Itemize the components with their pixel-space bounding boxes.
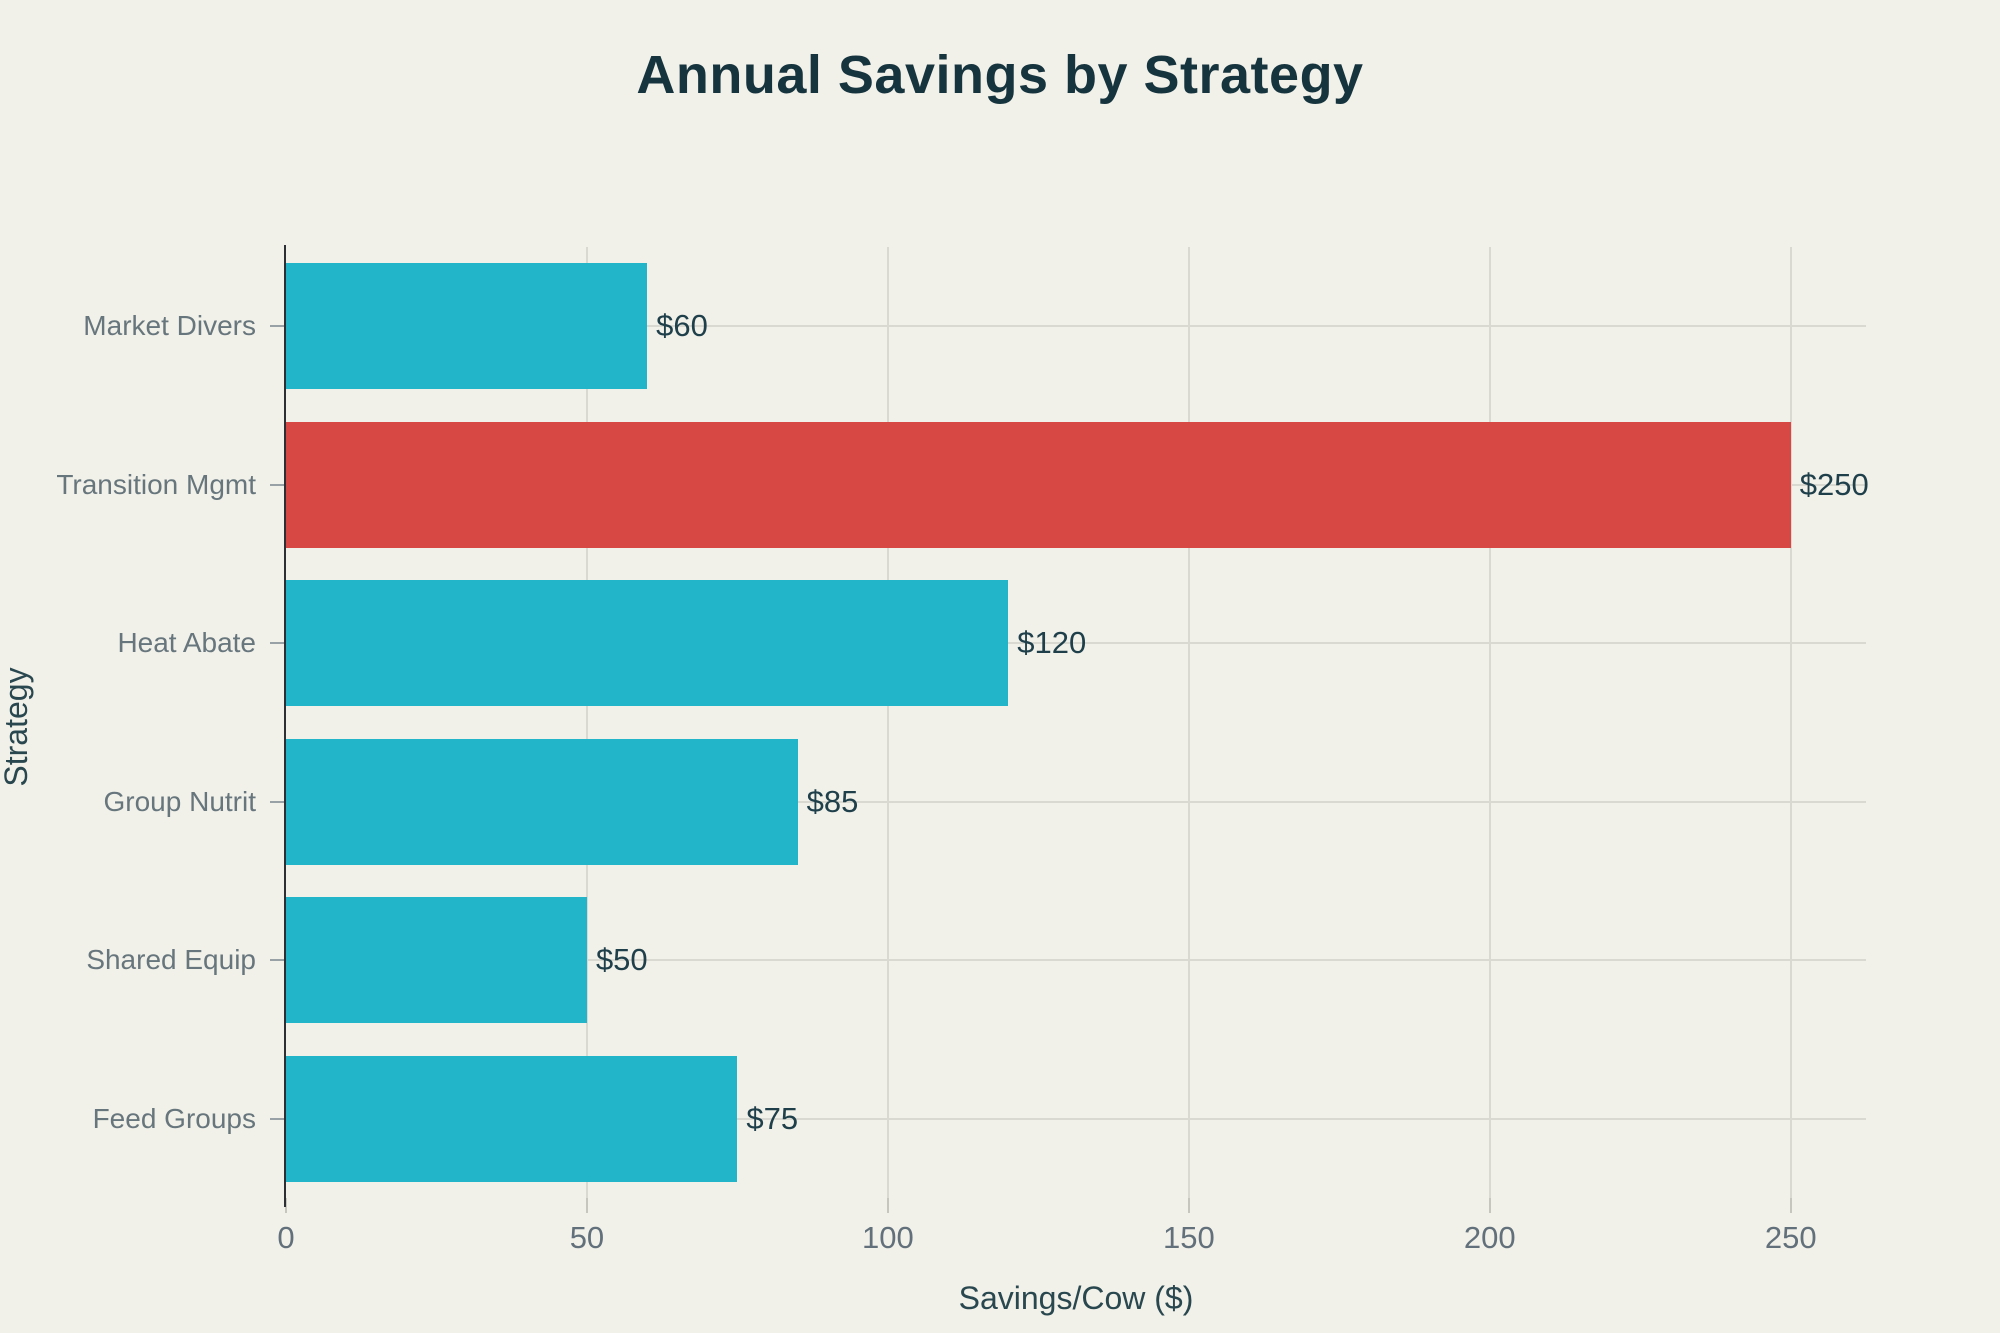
value-label: $50	[595, 942, 648, 978]
bar	[286, 1055, 738, 1182]
x-axis-title: Savings/Cow ($)	[958, 1280, 1194, 1316]
gridline-v	[1789, 247, 1792, 1198]
gridline-v	[1488, 247, 1491, 1198]
x-tick-label: 0	[277, 1220, 295, 1255]
value-label: $250	[1799, 466, 1869, 502]
gridline-h	[286, 642, 1866, 645]
y-tick	[270, 1117, 284, 1120]
bar-row: Shared Equip $50	[86, 881, 1866, 1040]
x-tick-label: 100	[862, 1220, 914, 1255]
gridline-h	[286, 325, 1866, 328]
category-label: Group Nutrit	[103, 785, 257, 817]
gridline-v	[585, 247, 588, 1198]
y-axis-line	[284, 245, 286, 1207]
gridline-h	[286, 1117, 1866, 1120]
gridline-h	[286, 800, 1866, 803]
bar	[286, 738, 798, 865]
category-label: Transition Mgmt	[56, 468, 256, 500]
category-label: Feed Groups	[92, 1102, 256, 1134]
bar	[286, 580, 1009, 707]
y-tick	[270, 642, 284, 645]
x-tick	[886, 1198, 889, 1213]
gridline-v	[886, 247, 889, 1198]
y-tick	[270, 959, 284, 962]
bar	[286, 263, 648, 390]
gridline-v	[1187, 247, 1190, 1198]
bar-row: Group Nutrit $85	[104, 723, 1866, 882]
x-tick	[1789, 1198, 1792, 1213]
value-label: $75	[746, 1100, 799, 1136]
bar-row: Transition Mgmt $250	[56, 406, 1869, 565]
gridline-h	[286, 959, 1866, 962]
x-tick	[1488, 1198, 1491, 1213]
plot-area: Market Divers $60 Transition Mgmt $250 Heat …	[56, 247, 1869, 1199]
category-label: Heat Abate	[117, 627, 256, 659]
bar-row: Feed Groups $75	[93, 1040, 1866, 1199]
bar	[286, 421, 1791, 548]
x-tick-label: 150	[1162, 1220, 1215, 1255]
chart-title: Annual Savings by Strategy	[636, 45, 1364, 105]
y-axis-title: Strategy	[0, 667, 34, 787]
x-tick	[285, 1198, 287, 1213]
x-tick-label: 50	[569, 1220, 605, 1255]
x-tick-label: 200	[1463, 1220, 1516, 1255]
y-tick	[270, 800, 284, 803]
bar	[286, 897, 587, 1024]
category-label: Shared Equip	[86, 944, 256, 976]
category-label: Market Divers	[83, 310, 256, 342]
x-tick-label: 250	[1764, 1220, 1817, 1255]
x-tick	[1187, 1198, 1190, 1213]
value-label: $60	[656, 308, 708, 344]
x-axis-ticks: 0 50 100 150 200 250	[277, 1198, 1866, 1258]
y-tick	[270, 325, 284, 328]
x-tick	[585, 1198, 588, 1213]
y-tick	[270, 483, 284, 486]
bar-row: Market Divers $60	[83, 247, 1866, 406]
bar-row: Heat Abate $120	[117, 564, 1866, 723]
value-label: $85	[806, 783, 859, 819]
value-label: $120	[1017, 625, 1087, 661]
